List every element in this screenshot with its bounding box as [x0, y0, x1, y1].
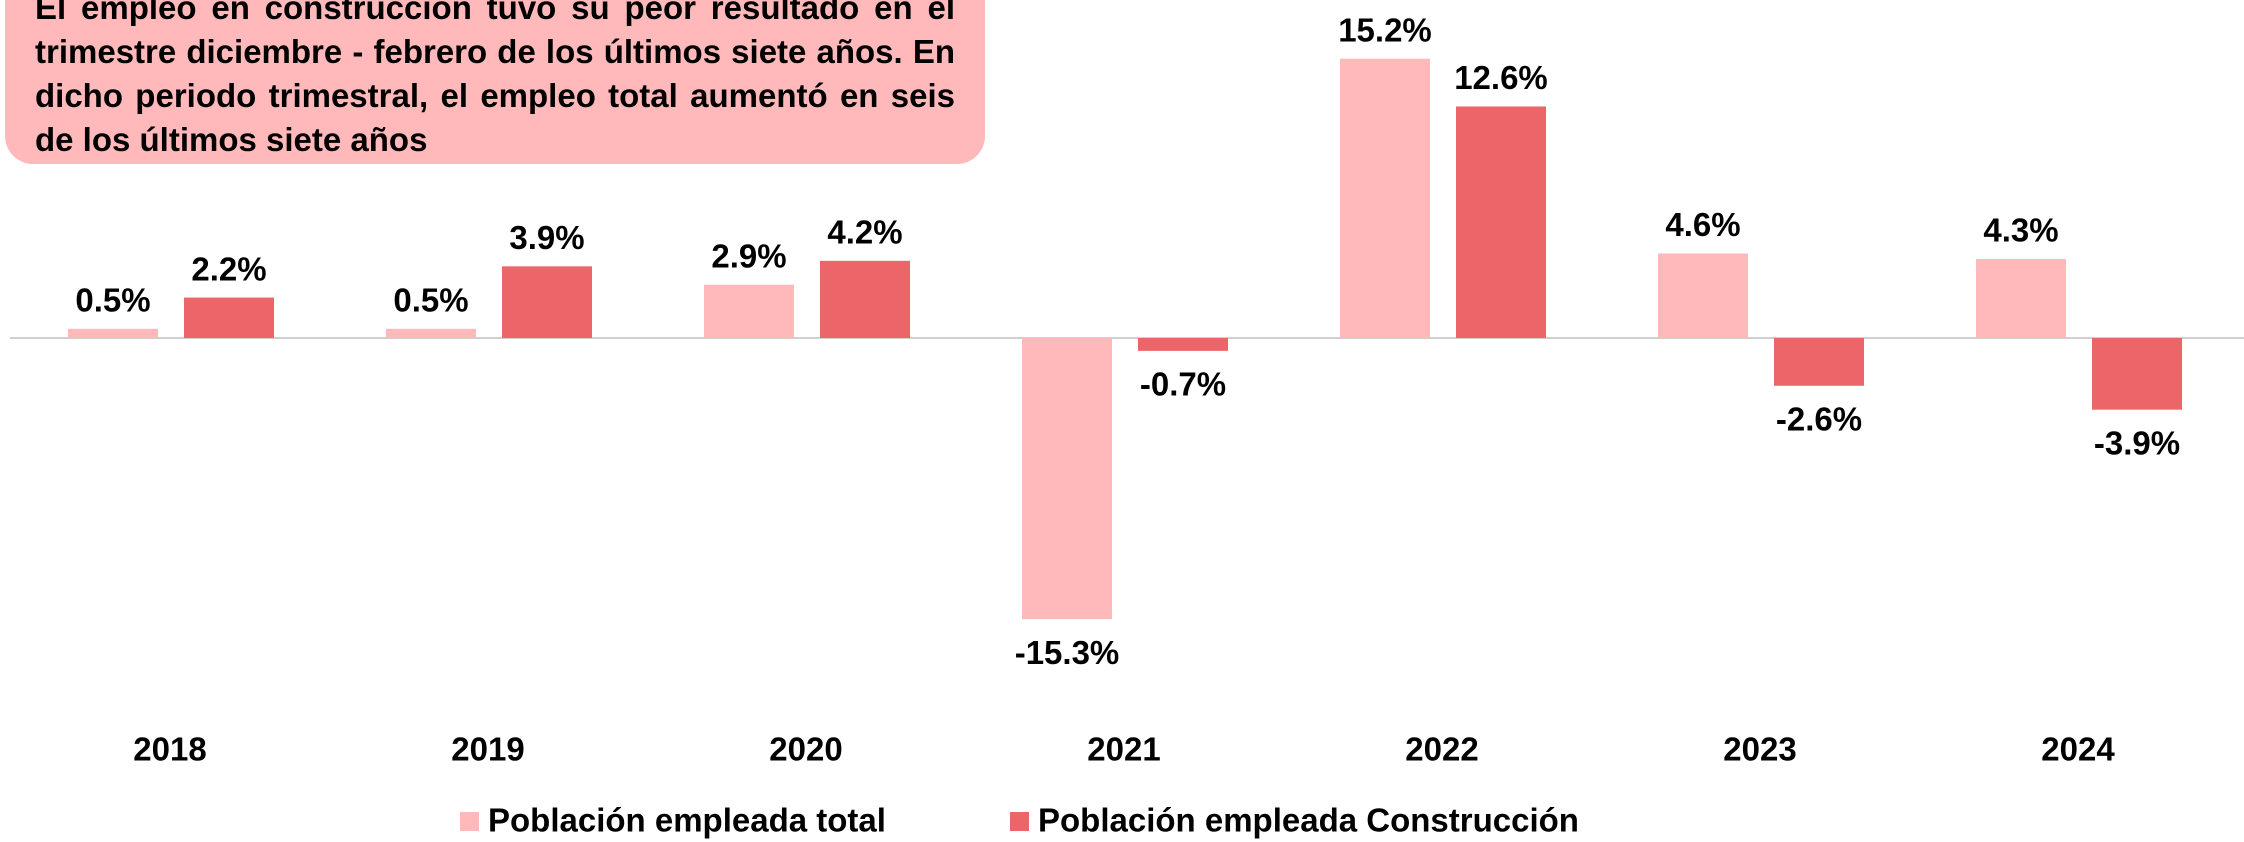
bar: [184, 297, 274, 338]
value-label: 2.9%: [711, 237, 786, 274]
value-label: 3.9%: [509, 219, 584, 256]
bar: [386, 328, 476, 338]
bar: [820, 260, 910, 338]
x-tick-label: 2021: [1087, 731, 1160, 768]
legend-swatch: [1010, 812, 1029, 831]
value-label: -2.6%: [1776, 400, 1862, 437]
value-label: 12.6%: [1454, 59, 1548, 96]
bar: [1022, 338, 1112, 620]
bar: [2092, 338, 2182, 410]
value-label: -0.7%: [1140, 366, 1226, 403]
bar: [68, 328, 158, 338]
legend-label: Población empleada Construcción: [1038, 802, 1579, 839]
x-tick-label: 2022: [1405, 731, 1478, 768]
value-label: 0.5%: [393, 282, 468, 319]
value-label: -15.3%: [1015, 634, 1120, 671]
bar: [1138, 338, 1228, 351]
x-tick-label: 2020: [769, 731, 842, 768]
value-label: 2.2%: [191, 250, 266, 287]
bar: [1774, 338, 1864, 386]
value-label: 4.6%: [1665, 206, 1740, 243]
bar: [1456, 106, 1546, 338]
bar: [1658, 253, 1748, 338]
annotation: El empleo en construcción tuvo su peor r…: [5, 0, 985, 164]
value-label: -3.9%: [2094, 424, 2180, 461]
legend-label: Población empleada total: [488, 802, 886, 839]
bar: [502, 266, 592, 338]
bar: [704, 284, 794, 338]
value-label: 4.3%: [1983, 212, 2058, 249]
x-tick-label: 2023: [1723, 731, 1796, 768]
x-tick-label: 2024: [2041, 731, 2115, 768]
bar: [1976, 258, 2066, 338]
value-label: 0.5%: [75, 282, 150, 319]
legend-swatch: [460, 812, 479, 831]
x-tick-label: 2019: [451, 731, 524, 768]
value-label: 4.2%: [827, 214, 902, 251]
bar: [1340, 58, 1430, 338]
value-label: 15.2%: [1338, 11, 1432, 48]
x-tick-label: 2018: [133, 731, 206, 768]
